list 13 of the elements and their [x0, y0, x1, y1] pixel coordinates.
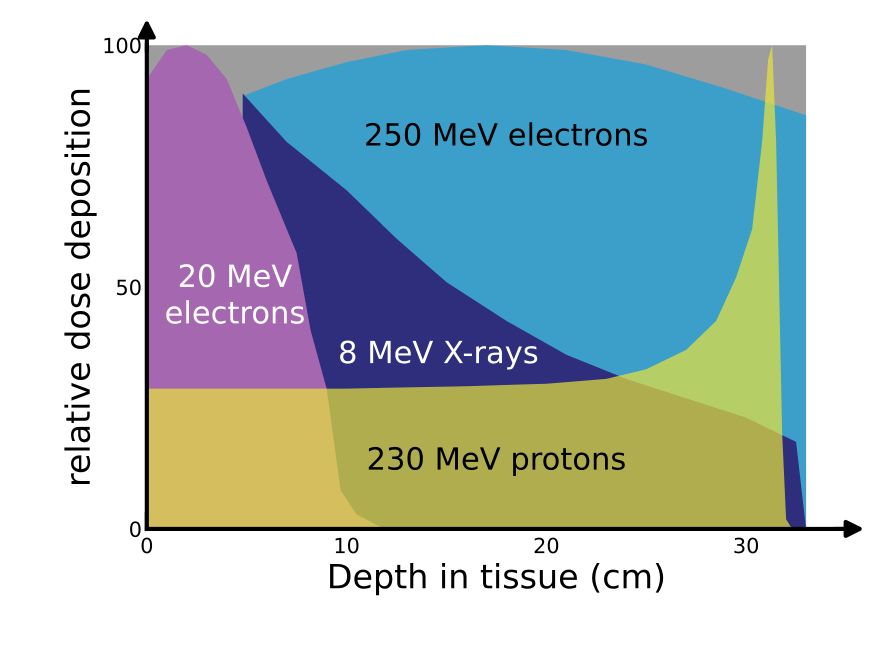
series-label: 230 MeV protons [368, 446, 625, 476]
x-axis-title: Depth in tissue (cm) [330, 562, 664, 596]
y-tick-label: 100 [104, 38, 141, 54]
x-tick-label: 20 [534, 538, 558, 554]
y-axis-title: relative dose deposition [64, 90, 97, 484]
x-tick-label: 0 [142, 538, 152, 554]
y-tick-label: 0 [130, 521, 141, 538]
x-tick-label: 30 [734, 538, 758, 554]
y-tick-label: 50 [117, 279, 141, 296]
x-tick-label: 10 [336, 538, 358, 554]
series-label: 250 MeV electrons [366, 122, 647, 146]
series-label: 20 MeV electrons [166, 264, 304, 324]
series-label: 8 MeV X-rays [340, 340, 538, 370]
